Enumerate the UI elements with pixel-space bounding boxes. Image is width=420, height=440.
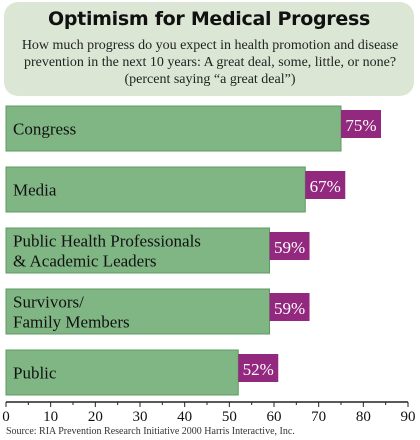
value-label-box-2	[305, 171, 346, 199]
value-label-3: 59%	[274, 238, 305, 257]
x-tick-label-50: 50	[222, 409, 237, 425]
chart-header: Optimism for Medical Progress How much p…	[4, 2, 414, 96]
chart-title: Optimism for Medical Progress	[48, 8, 370, 30]
category-label-3: Public Health Professionals	[13, 232, 201, 251]
value-label-4: 59%	[274, 299, 305, 318]
bar-chart: Congress 75% Media 67% Public Health Profess…	[2, 105, 416, 425]
value-label-box-4	[269, 293, 310, 321]
category-label-4: Survivors/	[13, 293, 84, 312]
bar-4	[5, 288, 271, 335]
category-label-2: Media	[13, 181, 57, 200]
value-label-5: 52%	[243, 360, 274, 379]
category-label-1: Congress	[13, 120, 76, 139]
bar-5	[5, 349, 239, 396]
x-tick-label-20: 20	[88, 409, 103, 425]
category-label-4: Family Members	[13, 313, 130, 332]
value-label-2: 67%	[310, 177, 341, 196]
x-tick-label-0: 0	[2, 409, 10, 425]
x-tick-label-30: 30	[133, 409, 148, 425]
x-tick-label-70: 70	[311, 409, 326, 425]
bar-2	[5, 166, 306, 213]
value-label-box-1	[341, 110, 381, 138]
category-label-3: & Academic Leaders	[13, 252, 157, 271]
bar-1	[5, 105, 342, 152]
x-tick-label-60: 60	[267, 409, 282, 425]
x-tick-label-40: 40	[177, 409, 192, 425]
value-label-1: 75%	[345, 116, 376, 135]
x-tick-label-90: 90	[401, 409, 416, 425]
x-tick-label-10: 10	[43, 409, 58, 425]
chart-subtitle: How much progress do you expect in healt…	[21, 38, 399, 87]
source-note: Source: RIA Prevention Research Initiati…	[6, 426, 295, 437]
category-label-5: Public	[13, 364, 57, 383]
value-label-box-3	[269, 232, 310, 260]
x-tick-label-80: 80	[356, 409, 371, 425]
value-label-box-5	[238, 354, 279, 382]
